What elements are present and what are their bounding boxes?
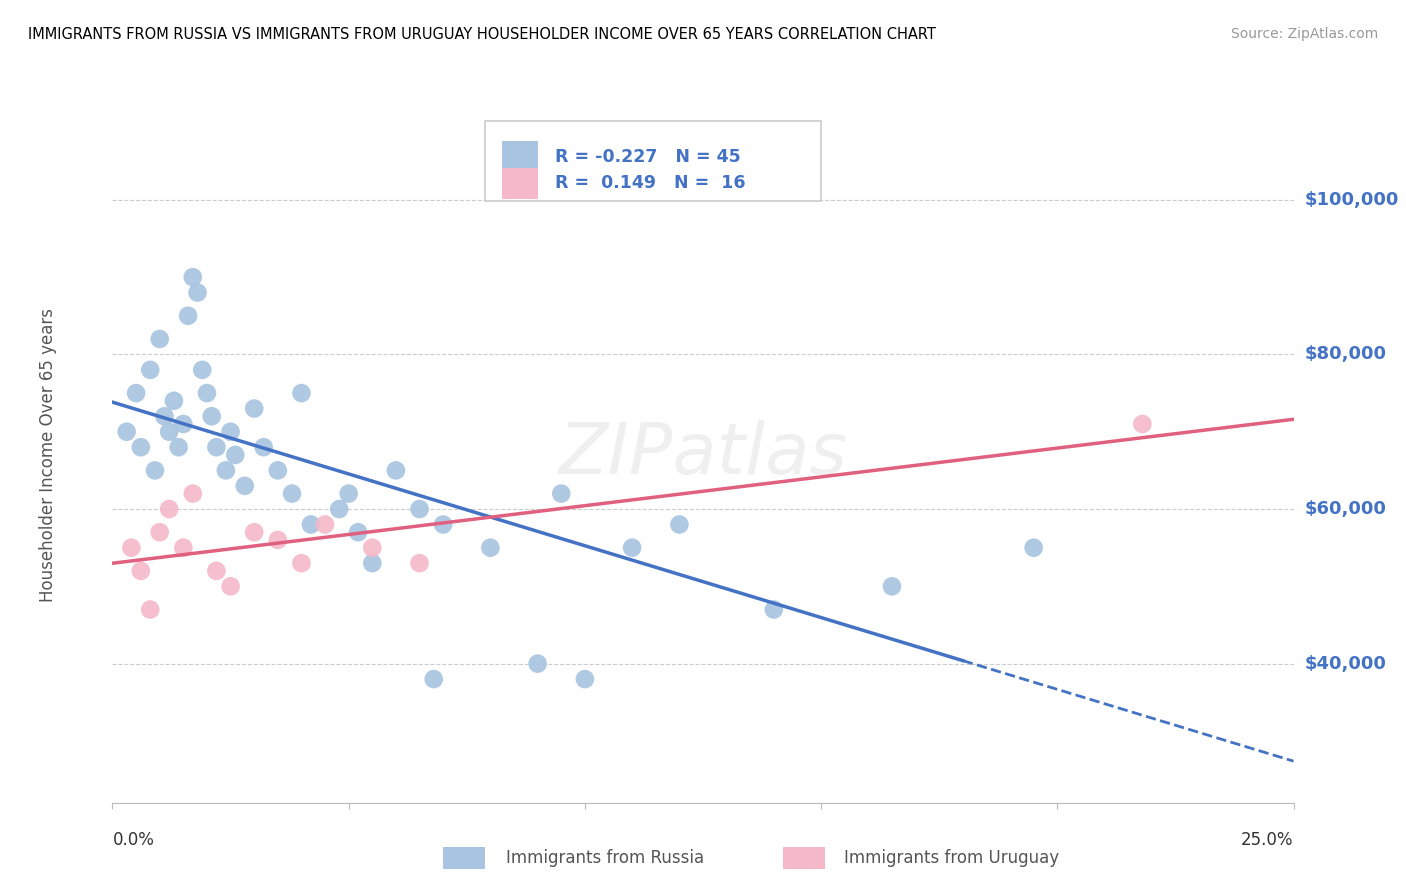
Point bbox=[668, 517, 690, 532]
Point bbox=[361, 556, 384, 570]
Text: Householder Income Over 65 years: Householder Income Over 65 years bbox=[38, 308, 56, 602]
Point bbox=[172, 541, 194, 555]
Point bbox=[314, 517, 336, 532]
Text: 25.0%: 25.0% bbox=[1241, 830, 1294, 848]
Bar bbox=[502, 168, 537, 199]
Point bbox=[253, 440, 276, 454]
Point bbox=[129, 564, 152, 578]
Point bbox=[408, 556, 430, 570]
Point bbox=[181, 486, 204, 500]
Point bbox=[267, 533, 290, 547]
Point bbox=[762, 602, 785, 616]
Point bbox=[574, 672, 596, 686]
Point bbox=[181, 270, 204, 285]
Point bbox=[219, 425, 242, 439]
Point bbox=[621, 541, 644, 555]
Point bbox=[205, 564, 228, 578]
Point bbox=[526, 657, 548, 671]
Bar bbox=[502, 141, 537, 173]
Point bbox=[267, 463, 290, 477]
Text: 0.0%: 0.0% bbox=[112, 830, 155, 848]
Point bbox=[880, 579, 903, 593]
Text: Source: ZipAtlas.com: Source: ZipAtlas.com bbox=[1230, 27, 1378, 41]
Point bbox=[115, 425, 138, 439]
Point bbox=[290, 556, 312, 570]
Text: $40,000: $40,000 bbox=[1305, 655, 1386, 673]
Point bbox=[201, 409, 224, 424]
Text: $100,000: $100,000 bbox=[1305, 191, 1399, 209]
Point bbox=[120, 541, 142, 555]
Point bbox=[479, 541, 502, 555]
Text: R = -0.227   N = 45: R = -0.227 N = 45 bbox=[555, 148, 741, 166]
FancyBboxPatch shape bbox=[485, 121, 821, 201]
Point bbox=[408, 502, 430, 516]
Point bbox=[157, 425, 180, 439]
Point bbox=[550, 486, 572, 500]
Point bbox=[195, 386, 218, 401]
Point bbox=[143, 463, 166, 477]
Point bbox=[385, 463, 408, 477]
Point bbox=[347, 525, 370, 540]
Text: Immigrants from Russia: Immigrants from Russia bbox=[506, 849, 704, 867]
Point bbox=[422, 672, 444, 686]
Point bbox=[299, 517, 322, 532]
Point bbox=[337, 486, 360, 500]
Text: R =  0.149   N =  16: R = 0.149 N = 16 bbox=[555, 174, 745, 193]
Point bbox=[149, 332, 172, 346]
Point bbox=[163, 393, 186, 408]
Point bbox=[139, 602, 162, 616]
Point bbox=[215, 463, 238, 477]
Point bbox=[149, 525, 172, 540]
Point bbox=[219, 579, 242, 593]
Point bbox=[205, 440, 228, 454]
Point bbox=[129, 440, 152, 454]
Point bbox=[233, 479, 256, 493]
Point bbox=[290, 386, 312, 401]
Point bbox=[186, 285, 208, 300]
Point bbox=[1022, 541, 1045, 555]
Text: ZIPatlas: ZIPatlas bbox=[558, 420, 848, 490]
Point bbox=[139, 363, 162, 377]
Text: $60,000: $60,000 bbox=[1305, 500, 1386, 518]
Point bbox=[191, 363, 214, 377]
Text: IMMIGRANTS FROM RUSSIA VS IMMIGRANTS FROM URUGUAY HOUSEHOLDER INCOME OVER 65 YEA: IMMIGRANTS FROM RUSSIA VS IMMIGRANTS FRO… bbox=[28, 27, 936, 42]
Point bbox=[153, 409, 176, 424]
Text: $80,000: $80,000 bbox=[1305, 345, 1386, 363]
Point bbox=[125, 386, 148, 401]
Point bbox=[243, 525, 266, 540]
Point bbox=[281, 486, 304, 500]
Point bbox=[224, 448, 246, 462]
Point bbox=[1130, 417, 1153, 431]
Point bbox=[172, 417, 194, 431]
Point bbox=[328, 502, 350, 516]
Point bbox=[243, 401, 266, 416]
Point bbox=[432, 517, 454, 532]
Point bbox=[157, 502, 180, 516]
Text: Immigrants from Uruguay: Immigrants from Uruguay bbox=[844, 849, 1059, 867]
Point bbox=[361, 541, 384, 555]
Point bbox=[167, 440, 190, 454]
Point bbox=[177, 309, 200, 323]
